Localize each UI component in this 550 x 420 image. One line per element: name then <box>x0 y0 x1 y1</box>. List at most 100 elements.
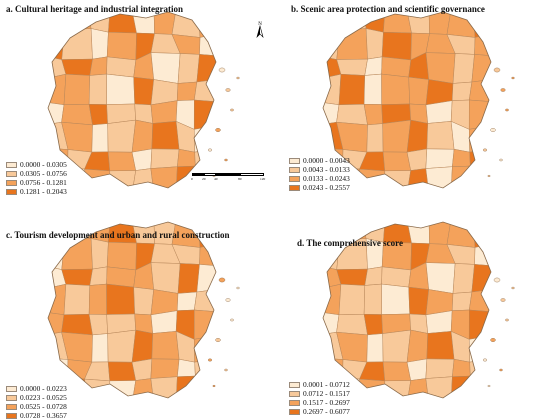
county-region <box>131 358 153 381</box>
island-region <box>487 174 491 178</box>
county-region <box>381 283 410 315</box>
legend-label: 0.0305 - 0.0756 <box>20 169 67 178</box>
county-region <box>150 262 181 294</box>
county-region <box>177 263 200 294</box>
island-region <box>493 277 501 283</box>
county-region <box>151 121 180 150</box>
county-region <box>106 266 137 288</box>
county-region <box>131 168 155 188</box>
island-region <box>207 358 212 362</box>
county-region <box>336 104 368 126</box>
county-region <box>48 311 65 336</box>
legend-item: 0.0756 - 0.1281 <box>6 178 67 187</box>
island-region <box>218 67 226 73</box>
legend-swatch <box>6 161 17 168</box>
county-region <box>88 73 107 105</box>
county-region <box>150 100 178 124</box>
county-region <box>63 73 91 106</box>
legend-swatch <box>289 390 300 397</box>
legend-item: 0.0043 - 0.0133 <box>289 165 350 174</box>
scale-label: 0 <box>191 177 193 181</box>
county-region <box>336 268 368 286</box>
county-region <box>61 104 93 126</box>
legend-item: 0.1517 - 0.2697 <box>289 398 350 407</box>
county-region <box>106 283 135 315</box>
county-region <box>468 309 491 340</box>
county-region <box>446 222 476 248</box>
county-region <box>88 104 108 126</box>
county-region <box>84 168 111 188</box>
island-region <box>499 368 503 372</box>
county-region <box>381 31 412 61</box>
island-region <box>207 148 212 152</box>
legend-item: 0.0712 - 0.1517 <box>289 389 350 398</box>
county-region <box>381 73 410 105</box>
legend-swatch <box>6 170 17 177</box>
panel-b: b. Scenic area protection and scientific… <box>275 0 550 210</box>
legend-label: 0.0223 - 0.0525 <box>20 393 67 402</box>
county-region <box>363 314 383 336</box>
county-region <box>150 52 181 84</box>
legend-label: 0.0001 - 0.0712 <box>303 380 350 389</box>
county-region <box>381 56 412 78</box>
scale-segment <box>192 173 204 176</box>
county-region <box>426 121 455 150</box>
scale-label: 40 <box>214 177 218 181</box>
legend-item: 0.2697 - 0.6077 <box>289 407 350 416</box>
county-region <box>194 147 216 172</box>
county-region <box>425 166 453 188</box>
legend-label: 0.0133 - 0.0243 <box>303 174 350 183</box>
panel-a: a. Cultural heritage and industrial inte… <box>0 0 275 210</box>
county-region <box>91 123 109 153</box>
scale-label: 120 <box>260 177 266 181</box>
legend-label: 0.0000 - 0.0043 <box>303 156 350 165</box>
county-region <box>133 76 154 106</box>
legend-label: 0.2697 - 0.6077 <box>303 407 350 416</box>
county-region <box>363 73 382 105</box>
legend-swatch <box>6 394 17 401</box>
county-region <box>48 239 65 270</box>
county-region <box>177 53 200 84</box>
county-region <box>425 262 456 294</box>
legend-label: 0.0243 - 0.2557 <box>303 183 350 192</box>
legend-label: 0.0000 - 0.0223 <box>20 384 67 393</box>
scale-label: 80 <box>238 177 242 181</box>
county-region <box>451 291 473 311</box>
island-region <box>215 128 221 132</box>
county-region <box>107 361 137 382</box>
island-region <box>487 384 491 388</box>
island-region <box>490 128 496 132</box>
province-outline <box>322 11 492 189</box>
island-region <box>505 318 509 322</box>
county-region <box>452 148 471 167</box>
island-region <box>499 158 503 162</box>
county-region <box>88 314 108 336</box>
county-region <box>176 81 198 101</box>
scale-segment <box>240 173 264 176</box>
legend-swatch <box>289 166 300 173</box>
north-arrow-icon: N <box>256 22 264 38</box>
province-outline <box>47 11 217 189</box>
county-region <box>131 378 155 398</box>
county-region <box>107 329 136 363</box>
county-region <box>408 286 429 316</box>
legend-item: 0.0133 - 0.0243 <box>289 174 350 183</box>
county-region <box>382 361 412 382</box>
county-region <box>88 283 107 315</box>
county-region <box>406 168 430 188</box>
county-region <box>63 283 91 316</box>
legend-swatch <box>6 179 17 186</box>
county-region <box>406 378 430 398</box>
county-region <box>84 378 111 398</box>
county-region <box>406 148 428 171</box>
legend-label: 0.0525 - 0.0728 <box>20 402 67 411</box>
panel-title: a. Cultural heritage and industrial inte… <box>6 4 184 14</box>
county-region <box>406 329 428 363</box>
county-region <box>452 358 471 377</box>
island-region <box>500 298 506 302</box>
legend-swatch <box>289 381 300 388</box>
county-region <box>91 333 109 363</box>
legend-swatch <box>289 157 300 164</box>
county-region <box>452 53 475 84</box>
legend-label: 0.0043 - 0.0133 <box>303 165 350 174</box>
